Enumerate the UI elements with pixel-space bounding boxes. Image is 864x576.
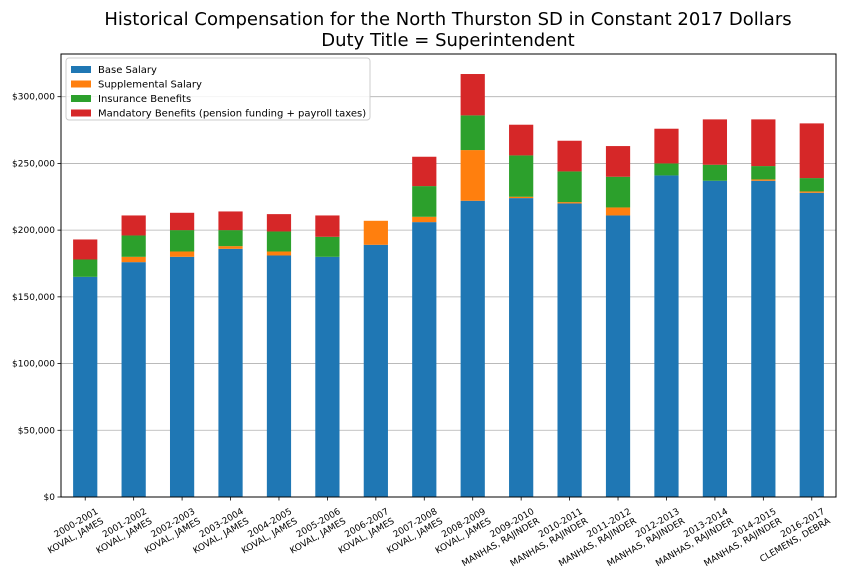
bar-segment-base-5 xyxy=(266,255,292,497)
bar-segment-mandatory-13 xyxy=(654,128,679,164)
bar-segment-base-7 xyxy=(363,244,388,497)
bar-segment-base-15 xyxy=(751,180,776,497)
legend-swatch xyxy=(71,95,91,102)
legend-box xyxy=(65,57,371,121)
legend-swatch xyxy=(71,66,91,73)
bar-segment-insurance-8 xyxy=(412,186,437,217)
bar-segment-base-12 xyxy=(605,215,631,497)
bar-segment-supplemental-12 xyxy=(605,207,631,216)
y-tick-label: $100,000 xyxy=(12,360,55,370)
bar-segment-supplemental-16 xyxy=(799,191,824,193)
bar-segment-base-11 xyxy=(557,203,582,497)
bar-segment-insurance-10 xyxy=(509,155,534,197)
bar-segment-insurance-6 xyxy=(315,236,340,257)
bar-segment-supplemental-7 xyxy=(363,220,388,245)
bar-segment-insurance-1 xyxy=(73,259,98,277)
bar-segment-mandatory-15 xyxy=(751,119,776,167)
bar-segment-mandatory-2 xyxy=(121,215,146,236)
bar-segment-mandatory-11 xyxy=(557,140,582,172)
y-tick-label: $300,000 xyxy=(12,93,55,103)
bar-segment-mandatory-8 xyxy=(412,156,437,187)
bar-segment-insurance-5 xyxy=(266,231,292,252)
bar-segment-insurance-4 xyxy=(218,230,243,247)
bar-segment-mandatory-6 xyxy=(315,215,340,237)
bar-segment-insurance-2 xyxy=(121,235,146,257)
bar-segment-insurance-3 xyxy=(169,230,195,252)
chart-subtitle: Duty Title = Superintendent xyxy=(321,30,574,51)
bar-segment-supplemental-11 xyxy=(557,202,582,204)
bar-segment-mandatory-12 xyxy=(605,146,631,177)
bar-segment-supplemental-8 xyxy=(412,216,437,223)
bar-segment-insurance-11 xyxy=(557,171,582,203)
bar-segment-insurance-12 xyxy=(605,176,631,208)
bar-segment-mandatory-1 xyxy=(73,239,98,260)
bar-segment-supplemental-3 xyxy=(169,251,195,257)
bar-segment-base-8 xyxy=(412,222,437,497)
legend-label: Insurance Benefits xyxy=(98,94,191,105)
legend-label: Supplemental Salary xyxy=(98,80,202,91)
legend: Base Salary Supplemental Salary Insurance … xyxy=(65,57,371,121)
bar-segment-supplemental-4 xyxy=(218,246,243,249)
bar-segment-mandatory-10 xyxy=(509,124,534,156)
legend-swatch xyxy=(71,80,91,88)
bar-segment-base-1 xyxy=(73,276,98,497)
bar-segment-insurance-13 xyxy=(654,163,679,176)
bar-segment-mandatory-16 xyxy=(799,123,824,179)
y-tick-label: $200,000 xyxy=(12,226,55,236)
bar-segment-supplemental-2 xyxy=(121,256,146,263)
bar-segment-base-2 xyxy=(121,262,146,497)
bar-segment-base-4 xyxy=(218,248,243,497)
bar-segment-insurance-15 xyxy=(751,166,776,180)
y-tick-label: $250,000 xyxy=(12,159,55,169)
y-tick-label: $0 xyxy=(44,493,56,503)
bar-segment-base-16 xyxy=(799,192,824,497)
legend-swatch xyxy=(71,109,91,117)
bar-segment-supplemental-9 xyxy=(460,150,485,201)
y-tick-label: $50,000 xyxy=(18,426,55,436)
bar-segment-base-9 xyxy=(460,200,485,498)
bar-segment-mandatory-3 xyxy=(169,212,195,231)
bar-segment-supplemental-15 xyxy=(751,179,776,181)
bar-segment-base-10 xyxy=(509,198,534,497)
legend-label: Mandatory Benefits (pension funding + pa… xyxy=(98,109,366,120)
y-axis: $0 $50,000 $100,000 $150,000 $200,000 $250,00… xyxy=(12,93,61,503)
bar-segment-base-6 xyxy=(315,256,340,497)
bar-segment-insurance-9 xyxy=(460,115,485,151)
bar-segment-insurance-16 xyxy=(799,178,824,192)
legend-label: Base Salary xyxy=(98,65,157,76)
bar-segment-insurance-14 xyxy=(702,164,728,181)
bar-segment-base-3 xyxy=(169,256,195,497)
bar-segment-base-14 xyxy=(702,180,728,497)
plot-frame xyxy=(60,53,837,498)
bar-segment-supplemental-10 xyxy=(509,196,534,199)
bar-series xyxy=(73,74,824,498)
y-tick-label: $150,000 xyxy=(12,293,55,303)
bar-segment-mandatory-4 xyxy=(218,211,243,231)
bar-segment-mandatory-14 xyxy=(702,119,728,165)
bar-segment-mandatory-9 xyxy=(460,74,485,116)
bar-segment-supplemental-5 xyxy=(266,251,292,256)
bar-segment-base-13 xyxy=(654,175,679,498)
chart-title: Historical Compensation for the North Th… xyxy=(104,9,791,30)
bar-segment-mandatory-5 xyxy=(266,214,292,232)
